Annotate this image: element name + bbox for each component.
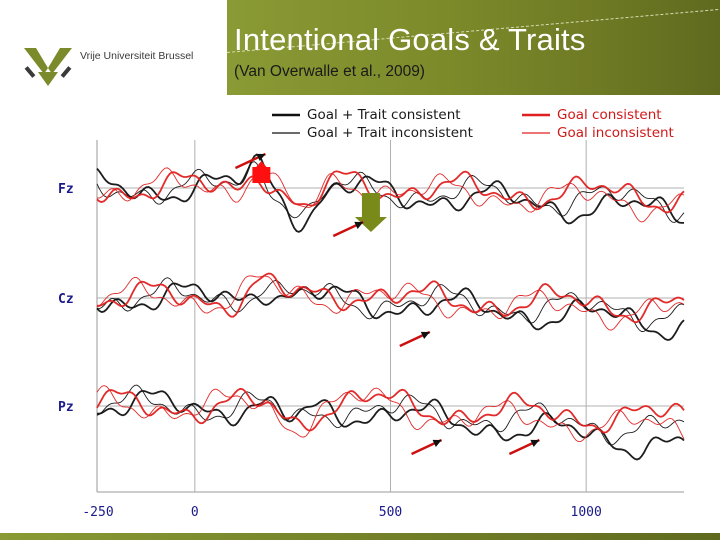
- red-peak-marker: [255, 161, 268, 168]
- channel-label: Cz: [58, 292, 74, 307]
- waveform-fz-4: [96, 167, 685, 223]
- x-tick-label: -250: [82, 505, 113, 520]
- pointer-arrow-head: [432, 439, 442, 447]
- waveform-fz-2: [96, 161, 685, 223]
- waveform-cz-1: [96, 282, 685, 341]
- channel-labels: Fz Cz Pz: [58, 182, 74, 415]
- pointer-arrow-head: [420, 331, 430, 339]
- olive-arrow-shaft: [361, 193, 380, 217]
- logo-text: Vrije Universiteit Brussel: [80, 50, 194, 62]
- pointer-arrow-head: [530, 439, 540, 447]
- x-axis-ticks: -250 0 500 1000: [82, 505, 601, 520]
- chart-grid: [96, 140, 684, 493]
- waveform-cz-2: [96, 277, 685, 333]
- channel-label: Pz: [58, 400, 74, 415]
- page-title: Intentional Goals & Traits: [234, 22, 586, 57]
- footer-band: [0, 533, 720, 540]
- channel-label: Fz: [58, 182, 74, 197]
- olive-arrow-head: [354, 217, 387, 232]
- waveform-pz-3: [96, 387, 685, 434]
- waveform-fz-3: [96, 170, 685, 214]
- logo-emblem-icon: [24, 48, 72, 86]
- x-tick-label: 1000: [571, 505, 602, 520]
- x-tick-label: 500: [379, 505, 402, 520]
- chart-legend: Goal + Trait consistent Goal + Trait inco…: [272, 107, 674, 141]
- waveform-cz-4: [96, 275, 685, 331]
- university-logo: Vrije Universiteit Brussel: [18, 40, 223, 90]
- waveform-pz-4: [96, 385, 685, 443]
- legend-label: Goal + Trait consistent: [307, 107, 461, 123]
- legend-label: Goal + Trait inconsistent: [307, 125, 473, 141]
- citation: (Van Overwalle et al., 2009): [234, 63, 425, 80]
- waveform-fz-1: [96, 153, 684, 233]
- pointer-arrow-head: [256, 153, 266, 161]
- legend-label: Goal consistent: [557, 107, 662, 123]
- x-tick-label: 0: [191, 505, 199, 520]
- erp-chart: Goal + Trait consistent Goal + Trait inco…: [58, 107, 685, 520]
- header-band: [227, 0, 720, 95]
- pointer-arrow-head: [354, 221, 364, 229]
- red-square-marker: [252, 167, 271, 183]
- chart-markers: [234, 152, 540, 456]
- legend-label: Goal inconsistent: [557, 125, 674, 141]
- waveform-series: [96, 153, 685, 461]
